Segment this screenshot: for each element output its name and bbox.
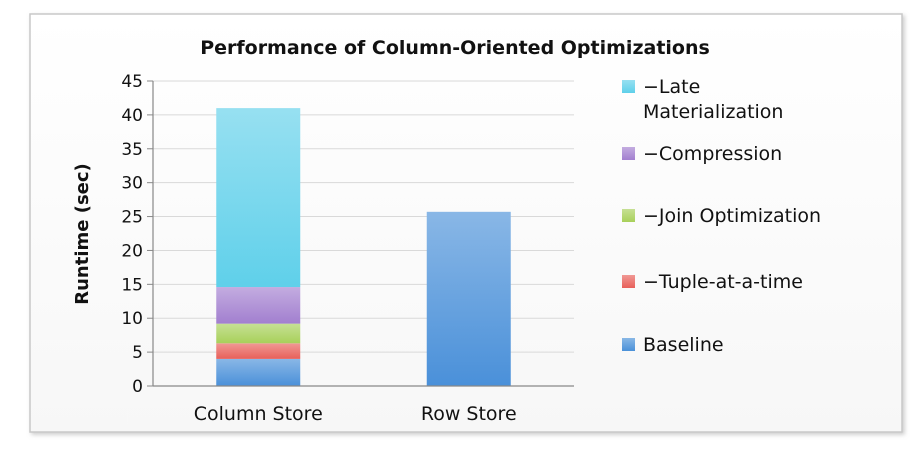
bar-segment [216, 343, 301, 359]
x-category-label: Column Store [194, 403, 323, 425]
x-axis-category-labels: Column Store Row Store [194, 403, 517, 425]
legend-swatch [622, 275, 635, 288]
legend-swatch [622, 338, 635, 351]
legend-label: Baseline [643, 334, 724, 356]
x-category-label: Row Store [421, 403, 517, 425]
y-axis-ticks: 0 5 10 15 20 25 30 35 40 45 [121, 72, 153, 397]
y-tick-label: 0 [132, 377, 143, 397]
y-tick-label: 10 [121, 309, 143, 329]
y-tick-label: 25 [121, 208, 143, 228]
bar-segment [216, 358, 301, 386]
bar-segment [216, 323, 301, 344]
axes [152, 81, 574, 387]
legend-label: Materialization [643, 101, 783, 123]
legend-label: −Tuple-at-a-time [643, 271, 803, 293]
legend-swatch [622, 147, 635, 160]
bar-segment [216, 287, 301, 324]
chart-title: Performance of Column-Oriented Optimizat… [200, 37, 710, 59]
y-tick-label: 45 [121, 72, 143, 92]
y-axis-title: Runtime (sec) [72, 163, 93, 305]
legend-swatch [622, 209, 635, 222]
y-tick-label: 15 [121, 275, 143, 295]
bar-segment [426, 211, 511, 386]
legend-label: −Join Optimization [643, 205, 821, 227]
y-tick-label: 40 [121, 106, 143, 126]
y-tick-label: 20 [121, 241, 143, 261]
bars [216, 108, 511, 386]
y-tick-label: 30 [121, 174, 143, 194]
legend-label: −Late [643, 76, 700, 98]
y-tick-label: 5 [132, 343, 143, 363]
legend-swatch [622, 80, 635, 93]
legend: −Late Materialization −Compression −Join Op… [622, 76, 821, 356]
bar-segment [216, 108, 301, 288]
y-tick-label: 35 [121, 140, 143, 160]
legend-label: −Compression [643, 143, 782, 165]
